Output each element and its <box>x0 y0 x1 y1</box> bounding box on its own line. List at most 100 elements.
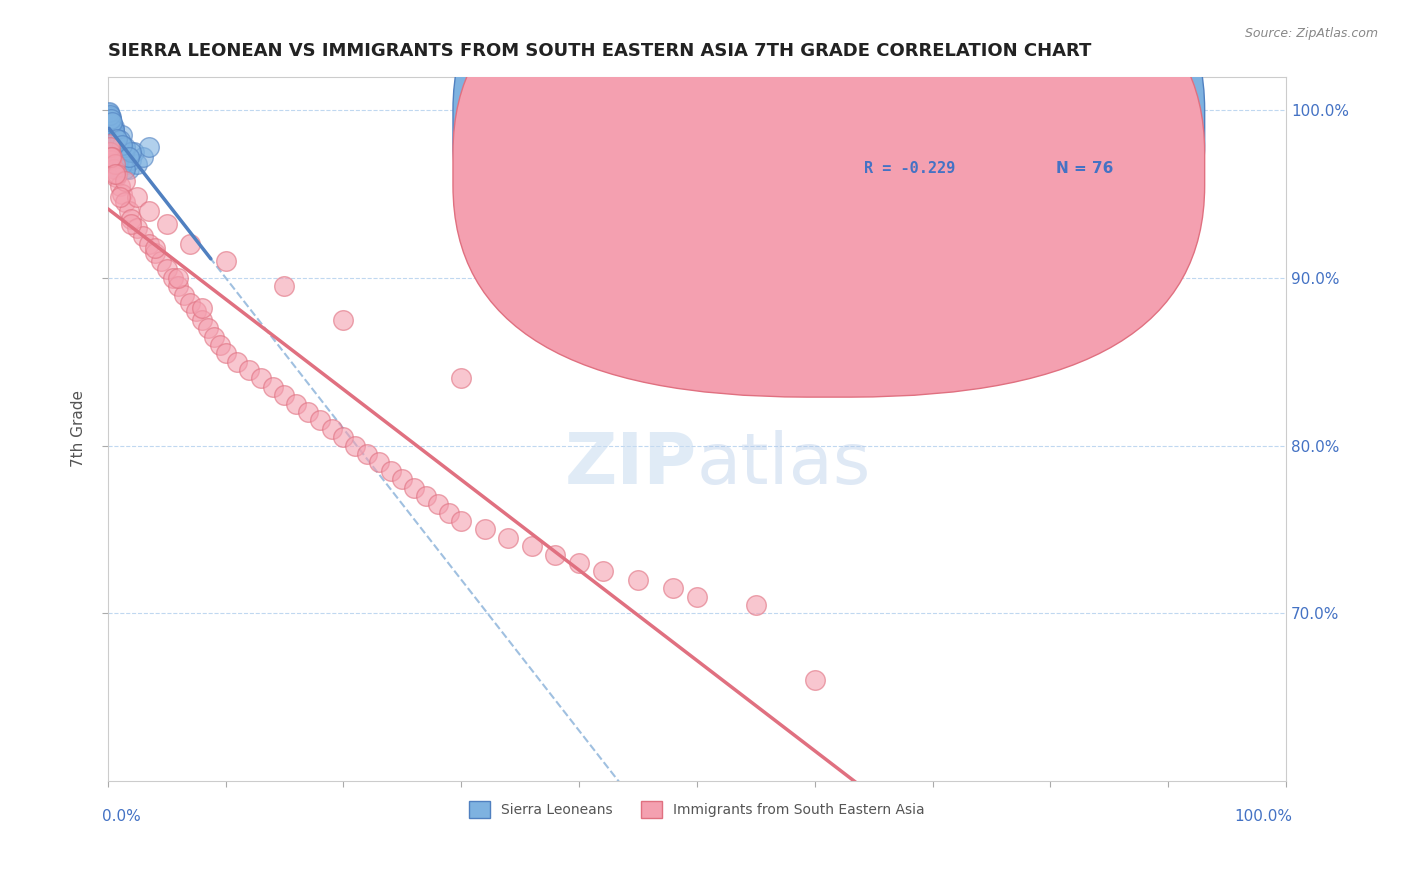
Point <box>450 514 472 528</box>
Point <box>404 481 426 495</box>
Point <box>100 113 122 128</box>
Text: N = 76: N = 76 <box>1056 161 1114 177</box>
Text: 0.0%: 0.0% <box>101 809 141 824</box>
Text: SIERRA LEONEAN VS IMMIGRANTS FROM SOUTH EASTERN ASIA 7TH GRADE CORRELATION CHART: SIERRA LEONEAN VS IMMIGRANTS FROM SOUTH … <box>108 42 1091 60</box>
Point <box>214 254 236 268</box>
Point <box>104 128 127 143</box>
Point <box>120 217 142 231</box>
Point <box>114 195 136 210</box>
Point <box>143 245 166 260</box>
Point <box>100 112 122 126</box>
Point <box>98 145 121 159</box>
Point <box>100 150 122 164</box>
Point <box>208 338 231 352</box>
Point <box>544 548 567 562</box>
Text: N = 58: N = 58 <box>1056 120 1114 134</box>
Point <box>105 131 128 145</box>
Point <box>450 371 472 385</box>
Point <box>156 217 179 231</box>
Point <box>108 145 131 159</box>
Point <box>104 133 127 147</box>
Point <box>108 178 131 193</box>
Point <box>114 161 136 176</box>
Point <box>97 106 120 120</box>
Point <box>380 464 402 478</box>
Point <box>120 212 142 227</box>
Point <box>110 136 132 151</box>
Point <box>308 413 330 427</box>
Point <box>138 203 160 218</box>
Point <box>112 140 135 154</box>
Point <box>107 157 129 171</box>
Point <box>273 388 295 402</box>
Point <box>262 380 284 394</box>
Point <box>662 581 685 595</box>
Point <box>297 405 319 419</box>
Point <box>103 120 125 134</box>
Point <box>520 539 543 553</box>
Point <box>250 371 273 385</box>
Point <box>104 167 127 181</box>
Point <box>114 173 136 187</box>
Point <box>127 190 149 204</box>
Text: R = -0.229: R = -0.229 <box>865 161 956 177</box>
Point <box>105 140 128 154</box>
Legend: Sierra Leoneans, Immigrants from South Eastern Asia: Sierra Leoneans, Immigrants from South E… <box>464 796 929 823</box>
Point <box>101 120 124 134</box>
Point <box>98 115 121 129</box>
Point <box>111 138 134 153</box>
FancyBboxPatch shape <box>792 98 1144 196</box>
Point <box>111 186 134 201</box>
Point <box>114 140 136 154</box>
Point <box>122 145 145 159</box>
Point <box>105 167 128 181</box>
Text: atlas: atlas <box>697 430 872 499</box>
Point <box>127 220 149 235</box>
Point <box>179 237 201 252</box>
Point <box>101 133 124 147</box>
Point <box>367 455 389 469</box>
Point <box>415 489 437 503</box>
Point <box>111 128 134 143</box>
Point <box>803 673 825 688</box>
Point <box>103 136 125 151</box>
Point <box>105 153 128 168</box>
Point <box>101 150 124 164</box>
Point <box>103 161 125 176</box>
Point <box>238 363 260 377</box>
Point <box>98 110 121 124</box>
Text: ZIP: ZIP <box>565 430 697 499</box>
Point <box>103 130 125 145</box>
Point <box>426 497 449 511</box>
Point <box>105 170 128 185</box>
Point <box>103 140 125 154</box>
Point <box>132 150 155 164</box>
Point <box>202 329 225 343</box>
Point <box>107 145 129 159</box>
Point <box>273 279 295 293</box>
Point <box>162 270 184 285</box>
Point <box>498 531 520 545</box>
Point <box>156 262 179 277</box>
Point <box>173 287 195 301</box>
Text: R =   0.171: R = 0.171 <box>865 120 965 134</box>
Point <box>118 150 141 164</box>
FancyBboxPatch shape <box>453 0 1205 397</box>
Point <box>100 117 122 131</box>
Point <box>686 590 709 604</box>
Point <box>167 279 190 293</box>
Point <box>118 161 141 176</box>
Point <box>98 112 121 126</box>
Point <box>285 397 308 411</box>
Point <box>100 117 122 131</box>
Point <box>114 150 136 164</box>
Point <box>108 133 131 147</box>
Point <box>120 145 142 159</box>
Point <box>103 123 125 137</box>
FancyBboxPatch shape <box>453 0 1205 355</box>
Text: 100.0%: 100.0% <box>1234 809 1292 824</box>
Point <box>474 523 496 537</box>
Point <box>101 117 124 131</box>
Point <box>98 120 121 134</box>
Point <box>111 157 134 171</box>
